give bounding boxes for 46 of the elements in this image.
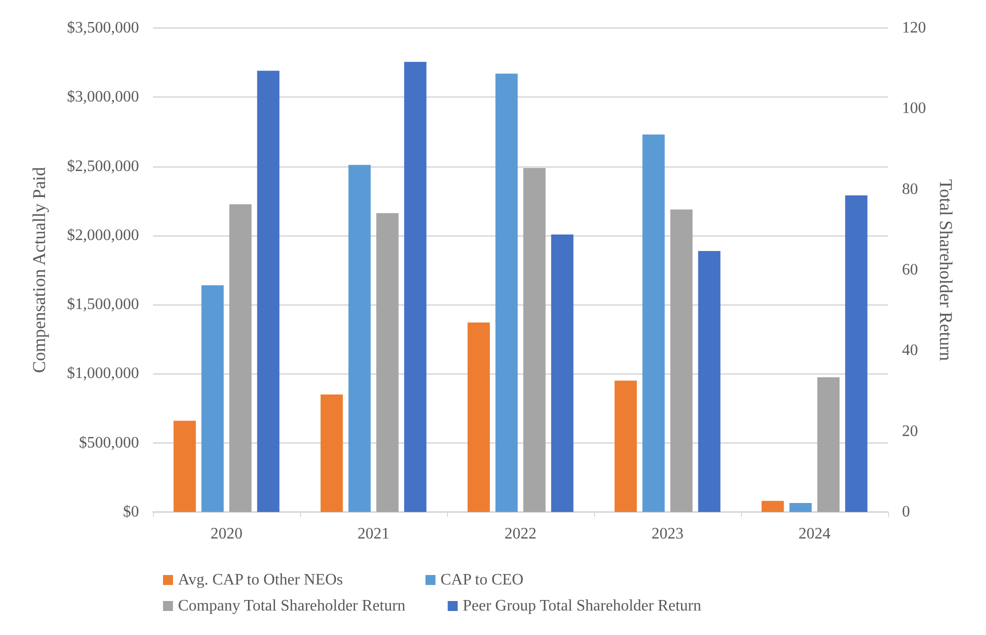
bar <box>762 500 784 512</box>
x-tick-label: 2024 <box>798 526 830 542</box>
bar <box>670 210 693 512</box>
bar <box>376 213 399 512</box>
bar <box>320 394 343 512</box>
bar <box>174 420 196 512</box>
y2-tick-label: 0 <box>902 504 910 520</box>
bar <box>229 204 252 512</box>
y2-tick-label: 100 <box>902 100 926 118</box>
y2-tick-label: 120 <box>902 20 926 36</box>
bar <box>495 74 518 512</box>
y-tick-label: $2,000,000 <box>67 226 139 244</box>
bar <box>348 164 371 512</box>
legend-label: Peer Group Total Shareholder Return <box>462 598 722 614</box>
bar <box>404 62 426 512</box>
y-tick-label: $3,500,000 <box>67 20 139 36</box>
legend-label: Avg. CAP to Other NEOs <box>178 572 415 588</box>
y-tick-label: $500,000 <box>79 434 139 452</box>
y-tick-label: $2,500,000 <box>67 158 139 175</box>
bar <box>817 377 840 512</box>
bar <box>468 322 490 512</box>
x-tick-label: 2021 <box>358 526 390 542</box>
y2-tick-label: 60 <box>902 262 918 278</box>
bar <box>789 503 812 512</box>
y2-tick-label: 80 <box>902 180 918 198</box>
bar <box>845 195 868 512</box>
y-tick-label: $0 <box>123 504 139 520</box>
x-tick-label: 2022 <box>504 526 536 542</box>
y-tick-label: $1,000,000 <box>67 365 139 382</box>
y2-tick-label: 20 <box>902 422 918 440</box>
bar <box>642 134 665 512</box>
x-tick-label: 2023 <box>652 526 684 542</box>
bar <box>257 70 280 512</box>
y-tick-label: $1,500,000 <box>67 296 139 314</box>
bar <box>614 380 637 512</box>
y2-axis-title: Total Shareholder Return <box>936 179 956 361</box>
legend-label: Company Total Shareholder Return <box>178 598 438 614</box>
bar <box>523 168 546 512</box>
x-tick-label: 2020 <box>210 526 242 542</box>
bar <box>551 234 574 512</box>
bar <box>698 251 720 512</box>
legend-label: CAP to CEO <box>440 572 644 588</box>
y-axis-title: Compensation Actually Paid <box>29 167 49 373</box>
y2-tick-label: 40 <box>902 342 918 360</box>
y-tick-label: $3,000,000 <box>67 88 139 106</box>
bar <box>201 285 224 512</box>
